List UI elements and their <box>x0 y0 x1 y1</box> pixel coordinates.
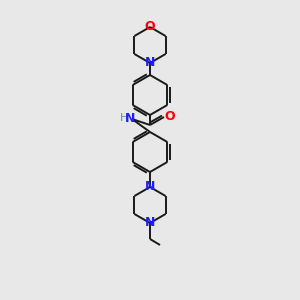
Text: N: N <box>145 217 155 230</box>
Text: O: O <box>145 20 155 34</box>
Text: N: N <box>145 56 155 70</box>
Text: H: H <box>120 113 128 123</box>
Text: N: N <box>145 181 155 194</box>
Text: N: N <box>125 112 135 124</box>
Text: O: O <box>165 110 175 124</box>
